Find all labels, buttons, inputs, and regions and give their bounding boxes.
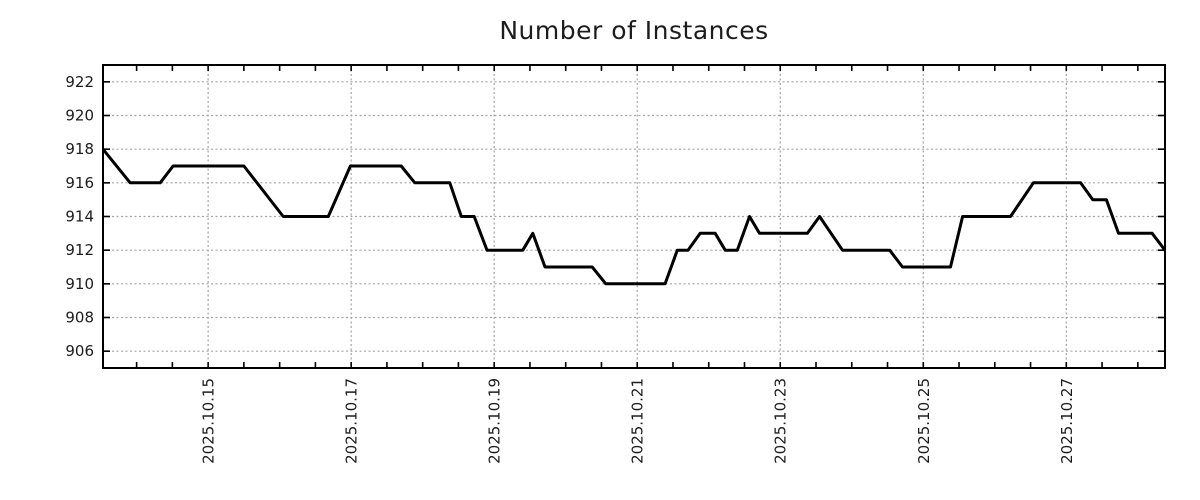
y-tick-label: 918 bbox=[65, 140, 94, 158]
y-tick-label: 906 bbox=[65, 342, 94, 360]
x-tick-label: 2025.10.15 bbox=[200, 378, 218, 464]
x-tick-label: 2025.10.23 bbox=[772, 378, 790, 464]
y-tick-label: 914 bbox=[65, 208, 94, 226]
y-tick-label: 910 bbox=[65, 275, 94, 293]
x-tick-label: 2025.10.27 bbox=[1058, 378, 1076, 464]
data-line bbox=[101, 148, 1167, 286]
x-tick-label: 2025.10.21 bbox=[629, 378, 647, 464]
plot-border bbox=[102, 64, 1166, 369]
y-tick-label: 920 bbox=[65, 107, 94, 125]
x-tick-label: 2025.10.25 bbox=[915, 378, 933, 464]
y-tick-label: 912 bbox=[65, 241, 94, 259]
y-tick-label: 908 bbox=[65, 309, 94, 327]
x-tick-label: 2025.10.17 bbox=[343, 378, 361, 464]
y-tick-label: 922 bbox=[65, 73, 94, 91]
y-tick-label: 916 bbox=[65, 174, 94, 192]
x-tick-label: 2025.10.19 bbox=[486, 378, 504, 464]
chart-title: Number of Instances bbox=[499, 16, 769, 45]
